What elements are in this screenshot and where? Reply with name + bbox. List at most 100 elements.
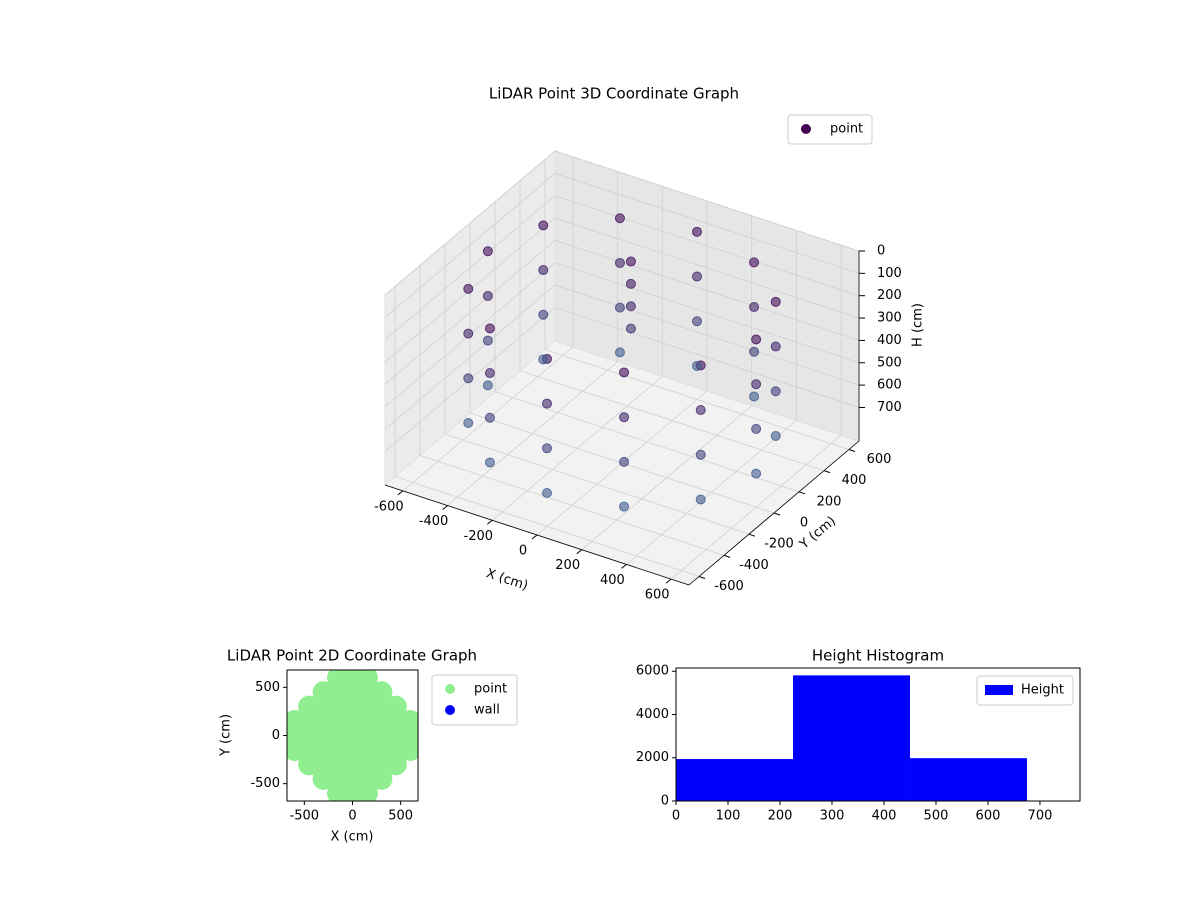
y-tick-label: -200 (764, 537, 794, 552)
point (370, 681, 393, 704)
point (619, 456, 630, 467)
point (614, 257, 625, 268)
grid-line (554, 240, 860, 341)
x-tick (397, 490, 404, 496)
bar (909, 758, 1027, 801)
point (692, 271, 702, 282)
y-tick-label: -600 (714, 579, 744, 594)
point (538, 354, 549, 365)
point (695, 494, 706, 505)
grid-line (419, 454, 725, 556)
grid-line (519, 370, 825, 472)
legend-label: Height (1021, 683, 1064, 698)
x-tick (486, 519, 493, 525)
y-tick-label: 6000 (636, 664, 669, 679)
point (484, 323, 495, 334)
z-tick-label: 300 (877, 311, 902, 326)
point (749, 391, 760, 402)
z-tick-label: 600 (877, 378, 902, 393)
y-tick (748, 533, 756, 537)
x-tick-label: 600 (645, 588, 670, 603)
y-axis-label: Y (cm) (219, 714, 234, 757)
x-tick (531, 534, 538, 540)
point (463, 283, 474, 294)
point (482, 380, 493, 391)
point (619, 412, 630, 423)
point (749, 346, 760, 357)
legend-swatch (445, 684, 455, 694)
bar (676, 759, 793, 801)
point (482, 290, 493, 301)
x-tick (621, 564, 627, 569)
x-tick-label: 600 (976, 809, 1001, 824)
point (538, 220, 549, 231)
point (538, 265, 549, 276)
x-tick-label: 400 (600, 573, 625, 588)
x-tick-label: -500 (290, 809, 320, 824)
grid-line (554, 172, 860, 274)
point (692, 360, 702, 371)
z-tick-label: 700 (877, 400, 902, 415)
x-tick-label: 500 (388, 809, 413, 824)
grid-line (544, 349, 850, 450)
x-tick-label: -600 (374, 499, 404, 514)
point (749, 257, 760, 268)
legend-swatch (445, 705, 455, 715)
x-tick-label: 100 (716, 809, 741, 824)
y-tick-label: 4000 (636, 707, 669, 722)
x-tick (442, 505, 448, 510)
point (614, 302, 625, 313)
grid-line (554, 217, 860, 319)
grid-line (394, 476, 700, 577)
z-tick-label: 0 (877, 244, 885, 259)
point (482, 246, 493, 257)
point (695, 405, 706, 416)
y-tick-label: 500 (255, 680, 280, 695)
point (614, 347, 625, 358)
point (625, 323, 636, 334)
grid-line (384, 240, 556, 385)
point (749, 302, 760, 313)
grid-line (444, 433, 750, 535)
point (751, 468, 762, 479)
y-tick-label: 0 (272, 728, 280, 743)
point (399, 710, 418, 733)
x-tick-label: 0 (348, 809, 356, 824)
point (542, 488, 552, 498)
point (619, 501, 630, 512)
point (695, 449, 706, 460)
point (484, 412, 495, 423)
y-tick (773, 512, 781, 516)
grid-line (554, 195, 860, 297)
grid-line (554, 262, 860, 364)
point (463, 373, 474, 384)
point (625, 256, 636, 267)
grid-line (384, 173, 556, 318)
point (463, 418, 474, 428)
grid-line (384, 150, 556, 296)
point (751, 423, 762, 434)
grid-line (554, 284, 860, 386)
legend-box (787, 114, 873, 145)
point (614, 213, 625, 224)
axis-line (688, 440, 860, 586)
grid-line (384, 195, 556, 341)
grid-line (384, 284, 556, 430)
x-tick-label: 700 (1028, 809, 1053, 824)
point (484, 368, 495, 379)
legend-label: point (474, 682, 507, 697)
x-tick-label: 200 (768, 809, 793, 824)
legend-swatch (801, 124, 811, 134)
x-tick-label: 300 (820, 809, 845, 824)
y-tick (848, 448, 856, 452)
point (625, 278, 636, 289)
point (463, 328, 474, 339)
x-axis-label: X (cm) (484, 566, 530, 594)
point (751, 379, 762, 390)
point (692, 316, 702, 327)
point (384, 695, 407, 718)
x-tick (576, 549, 583, 555)
z-tick-label: 500 (877, 355, 902, 370)
grid-line (494, 391, 800, 493)
